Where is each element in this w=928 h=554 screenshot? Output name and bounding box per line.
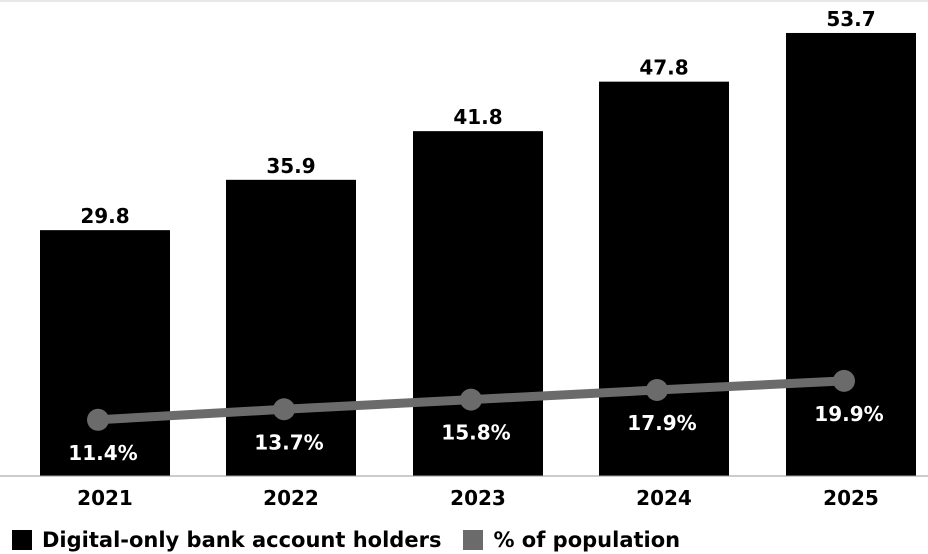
legend-item-bars: Digital-only bank account holders bbox=[12, 528, 441, 552]
bar-2022 bbox=[226, 179, 356, 476]
x-tick-label: 2021 bbox=[77, 486, 133, 510]
x-tick-label: 2022 bbox=[263, 486, 319, 510]
line-point-2025 bbox=[833, 369, 855, 392]
bar-series: 29.8 35.9 41.8 47.8 53.7 bbox=[40, 7, 916, 477]
bar-value-label: 47.8 bbox=[639, 56, 688, 80]
bar-2021 bbox=[40, 230, 170, 476]
x-tick-label: 2023 bbox=[450, 486, 506, 510]
x-tick-label: 2025 bbox=[823, 486, 879, 510]
line-point-2024 bbox=[646, 379, 668, 402]
bar-value-label: 53.7 bbox=[826, 7, 875, 31]
line-value-label: 13.7% bbox=[254, 430, 323, 454]
x-tick-labels: 2021 2022 2023 2024 2025 bbox=[77, 486, 879, 510]
legend: Digital-only bank account holders % of p… bbox=[12, 527, 694, 553]
bar-2024 bbox=[599, 81, 729, 477]
line-point-2022 bbox=[273, 398, 295, 421]
line-value-label: 11.4% bbox=[68, 441, 137, 465]
combo-chart: 29.8 35.9 41.8 47.8 53.7 11.4% 13.7% 15.8% 17.9… bbox=[0, 0, 928, 510]
bar-2025 bbox=[786, 32, 916, 476]
legend-label-line: % of population bbox=[493, 528, 681, 552]
line-series: 11.4% 13.7% 15.8% 17.9% 19.9% bbox=[68, 369, 884, 465]
legend-swatch-bars bbox=[12, 530, 32, 550]
line-value-label: 15.8% bbox=[441, 421, 510, 445]
legend-item-line: % of population bbox=[463, 528, 680, 552]
legend-swatch-line bbox=[463, 530, 484, 550]
line-point-2023 bbox=[460, 388, 482, 411]
bar-2023 bbox=[413, 131, 543, 476]
bar-value-label: 29.8 bbox=[80, 204, 129, 228]
bar-value-label: 41.8 bbox=[453, 105, 502, 129]
bar-value-label: 35.9 bbox=[266, 154, 315, 178]
line-value-label: 19.9% bbox=[814, 402, 883, 426]
line-point-2021 bbox=[87, 408, 109, 431]
legend-label-bars: Digital-only bank account holders bbox=[42, 528, 442, 552]
x-tick-label: 2024 bbox=[636, 486, 692, 510]
line-value-label: 17.9% bbox=[627, 411, 696, 435]
